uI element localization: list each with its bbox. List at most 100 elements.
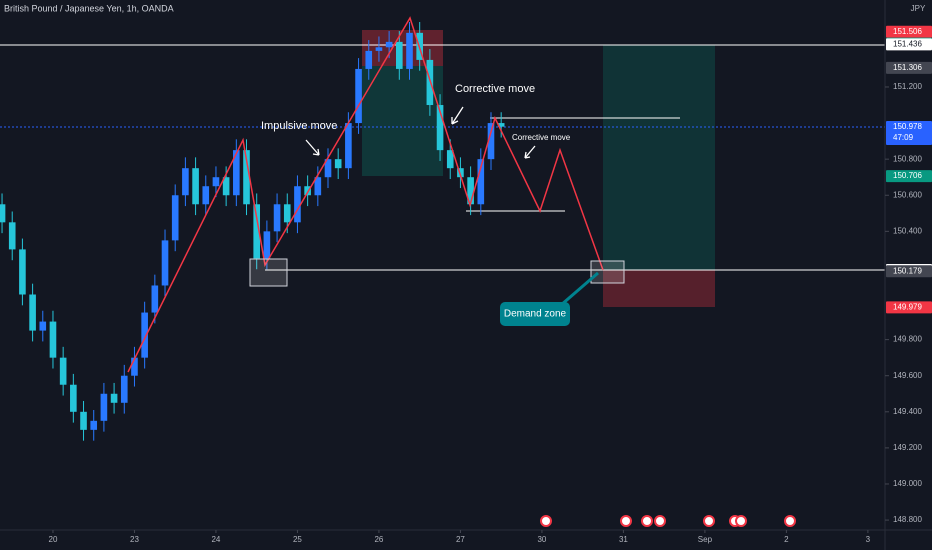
price-label: 150.179 xyxy=(893,266,922,275)
candle-body xyxy=(90,420,98,430)
price-label: 151.436 xyxy=(893,40,922,49)
y-tick-label: 148.800 xyxy=(893,515,922,524)
arrow xyxy=(451,106,464,125)
price-label: 150.706 xyxy=(893,171,922,180)
x-tick-label: 26 xyxy=(374,535,383,544)
candle-body xyxy=(345,123,352,169)
candle-body xyxy=(334,159,342,169)
candle-body xyxy=(294,186,301,223)
price-label: 151.506 xyxy=(893,27,922,36)
candle-body xyxy=(222,177,230,196)
candle-body xyxy=(110,393,118,403)
candle-body xyxy=(487,123,495,160)
event-icon xyxy=(735,515,747,527)
price-label-bg xyxy=(886,25,932,38)
candle-body xyxy=(80,411,87,430)
candle-body xyxy=(212,177,220,187)
zone-box xyxy=(249,258,288,287)
candle-body xyxy=(477,159,485,205)
candle-body xyxy=(283,204,291,223)
candle-body xyxy=(0,204,6,223)
candle-body xyxy=(151,285,159,313)
callout-pointer xyxy=(560,271,599,307)
candle-body xyxy=(131,357,138,376)
y-tick-label: 149.400 xyxy=(893,407,922,416)
candle-body xyxy=(182,168,189,196)
candle-body xyxy=(29,294,36,331)
x-tick-label: 24 xyxy=(211,535,220,544)
annotation: Corrective move xyxy=(512,133,571,142)
x-tick-label: 3 xyxy=(866,535,871,544)
price-label-bg xyxy=(886,61,932,74)
price-label: 150.978 xyxy=(893,122,922,131)
candle-body xyxy=(233,150,240,196)
candle-body xyxy=(314,177,322,196)
annotation: Corrective move xyxy=(455,83,535,95)
candle-body xyxy=(171,195,179,241)
x-tick-label: 23 xyxy=(130,535,139,544)
event-icons xyxy=(540,515,796,527)
y-tick-label: 149.200 xyxy=(893,443,922,452)
candle-body xyxy=(497,123,505,127)
candle-body xyxy=(253,204,261,259)
candle-body xyxy=(406,32,413,69)
candle-body xyxy=(304,186,311,196)
x-tick-label: 2 xyxy=(784,535,789,544)
candle-body xyxy=(273,204,281,232)
candle-body xyxy=(100,393,108,421)
candle-body xyxy=(141,312,148,358)
arrow xyxy=(305,139,320,156)
chart-title: British Pound / Japanese Yen, 1h, OANDA xyxy=(4,3,174,13)
event-icon xyxy=(620,515,632,527)
candle-body xyxy=(39,321,47,331)
drawings xyxy=(0,30,885,307)
long-target-zone xyxy=(603,45,715,270)
candle-body xyxy=(202,186,210,205)
y-tick-label: 150.400 xyxy=(893,226,922,235)
event-icon xyxy=(641,515,653,527)
currency-label: JPY xyxy=(911,4,926,13)
candle-body xyxy=(436,105,444,151)
x-tick-label: 27 xyxy=(456,535,465,544)
price-axis: 151.200 150.800 150.600 150.400 149.800 149.6… xyxy=(885,25,932,524)
zone-box xyxy=(590,260,625,284)
candle-body xyxy=(426,59,434,106)
candle-body xyxy=(375,47,383,51)
annotation: Demand zone xyxy=(504,309,567,320)
y-tick-label: 150.600 xyxy=(893,190,922,199)
candle-body xyxy=(161,240,169,286)
price-label-bg xyxy=(886,38,932,51)
overlay: Impulsive move Corrective move Correctiv… xyxy=(127,16,796,527)
price-label-bg xyxy=(886,265,932,278)
candle-body xyxy=(446,150,454,169)
y-tick-label: 149.600 xyxy=(893,371,922,380)
candle-body xyxy=(467,177,474,205)
candle-body xyxy=(120,375,128,403)
x-tick-label: Sep xyxy=(698,535,713,544)
candle-body xyxy=(49,321,57,358)
candle-body xyxy=(59,357,67,385)
candle-body xyxy=(324,159,332,178)
event-icon xyxy=(654,515,666,527)
price-label-bg xyxy=(886,301,932,314)
candle-body xyxy=(365,50,373,69)
candle-body xyxy=(263,231,271,259)
price-label: 151.306 xyxy=(893,63,922,72)
candle-body xyxy=(457,168,464,178)
y-tick-label: 150.800 xyxy=(893,154,922,163)
x-tick-label: 25 xyxy=(293,535,302,544)
price-label-bg xyxy=(886,121,932,146)
callout-box xyxy=(500,302,570,326)
event-icon xyxy=(784,515,796,527)
y-tick-label: 149.800 xyxy=(893,335,922,344)
arrow xyxy=(524,145,536,159)
event-icon xyxy=(703,515,715,527)
zigzag-path xyxy=(127,16,604,373)
x-tick-label: 20 xyxy=(49,535,58,544)
annotation: Impulsive move xyxy=(261,120,337,132)
candle-body xyxy=(19,249,26,295)
candle-body xyxy=(8,222,16,250)
candle-body xyxy=(385,41,393,48)
candle-body xyxy=(243,150,250,205)
